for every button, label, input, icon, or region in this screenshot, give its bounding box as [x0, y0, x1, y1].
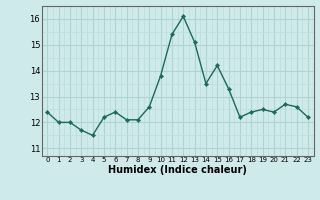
X-axis label: Humidex (Indice chaleur): Humidex (Indice chaleur): [108, 165, 247, 175]
